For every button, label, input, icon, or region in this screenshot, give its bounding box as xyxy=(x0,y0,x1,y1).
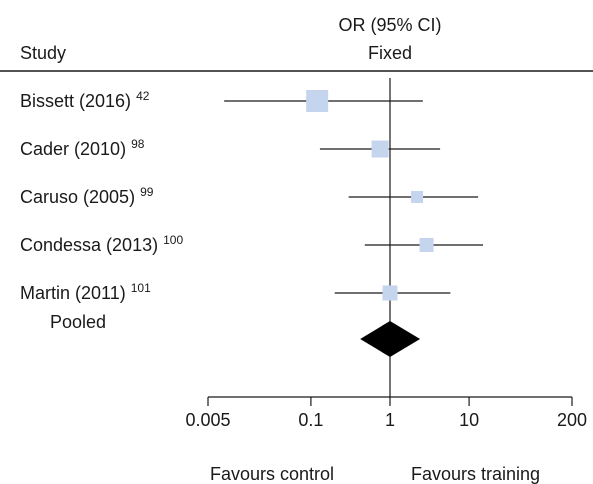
point-estimate-box xyxy=(419,238,434,252)
point-estimate-box xyxy=(411,191,424,203)
favours-training-label: Favours training xyxy=(411,464,540,484)
study-label: Condessa (2013) 100 xyxy=(20,233,183,255)
study-label: Cader (2010) 98 xyxy=(20,137,145,159)
study-label: Martin (2011) 101 xyxy=(20,281,151,303)
effect-model-label: Fixed xyxy=(368,43,412,63)
study-column-header: Study xyxy=(20,43,66,63)
point-estimate-box xyxy=(306,90,329,112)
study-label: Bissett (2016) 42 xyxy=(20,89,150,111)
favours-control-label: Favours control xyxy=(210,464,334,484)
point-estimate-box xyxy=(382,285,398,301)
study-rows: Bissett (2016) 42 Cader (2010) 98 Caruso (… xyxy=(20,78,587,430)
x-tick-label: 200 xyxy=(557,410,587,430)
study-label: Caruso (2005) 99 xyxy=(20,185,154,207)
x-tick-label: 0.1 xyxy=(298,410,323,430)
x-tick-label: 0.005 xyxy=(185,410,230,430)
study-reference: 100 xyxy=(163,233,183,247)
x-tick-label: 10 xyxy=(459,410,479,430)
x-tick-label: 1 xyxy=(385,410,395,430)
effect-column-header: OR (95% CI) xyxy=(338,15,441,35)
pooled-diamond xyxy=(360,321,421,357)
study-reference: 99 xyxy=(140,185,154,199)
study-reference: 42 xyxy=(136,89,150,103)
point-estimate-box xyxy=(371,140,389,158)
study-reference: 98 xyxy=(131,137,145,151)
study-reference: 101 xyxy=(131,281,151,295)
pooled-label: Pooled xyxy=(50,312,106,332)
